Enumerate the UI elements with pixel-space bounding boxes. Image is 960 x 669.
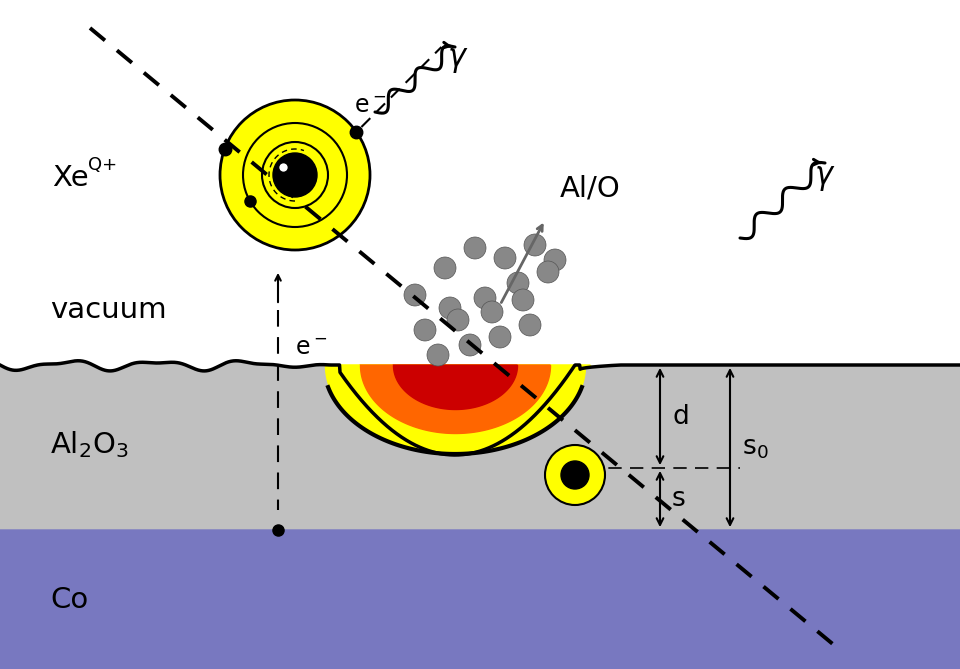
Circle shape xyxy=(544,249,566,271)
Polygon shape xyxy=(320,365,590,460)
Circle shape xyxy=(404,284,426,306)
Circle shape xyxy=(512,289,534,311)
Circle shape xyxy=(262,142,328,208)
Text: Al$_2$O$_3$: Al$_2$O$_3$ xyxy=(50,429,129,460)
Text: e$^-$: e$^-$ xyxy=(354,94,386,118)
Circle shape xyxy=(545,445,605,505)
Circle shape xyxy=(273,153,317,197)
Text: s: s xyxy=(672,486,685,512)
Circle shape xyxy=(464,237,486,259)
Text: $\gamma$: $\gamma$ xyxy=(447,45,468,74)
Circle shape xyxy=(561,461,589,489)
Polygon shape xyxy=(360,365,550,435)
Circle shape xyxy=(507,272,529,294)
Circle shape xyxy=(459,334,481,356)
Circle shape xyxy=(537,261,559,283)
Circle shape xyxy=(447,309,469,331)
Circle shape xyxy=(474,287,496,309)
Circle shape xyxy=(427,344,449,366)
Text: $\gamma$: $\gamma$ xyxy=(814,163,836,193)
Circle shape xyxy=(519,314,541,336)
Circle shape xyxy=(439,297,461,319)
Text: Al/O: Al/O xyxy=(560,174,621,202)
Text: d: d xyxy=(672,403,688,429)
Text: Co: Co xyxy=(50,586,88,614)
Circle shape xyxy=(494,247,516,269)
Circle shape xyxy=(489,326,511,348)
Circle shape xyxy=(220,100,370,250)
Text: Xe: Xe xyxy=(52,164,88,192)
Circle shape xyxy=(243,123,347,227)
Text: vacuum: vacuum xyxy=(50,296,167,324)
Circle shape xyxy=(414,319,436,341)
Circle shape xyxy=(481,301,503,323)
Polygon shape xyxy=(390,430,890,658)
Text: Q+: Q+ xyxy=(88,156,117,174)
Circle shape xyxy=(524,234,546,256)
Polygon shape xyxy=(393,365,517,413)
Text: s$_0$: s$_0$ xyxy=(742,434,769,460)
Text: e$^-$: e$^-$ xyxy=(295,336,327,360)
Circle shape xyxy=(434,257,456,279)
